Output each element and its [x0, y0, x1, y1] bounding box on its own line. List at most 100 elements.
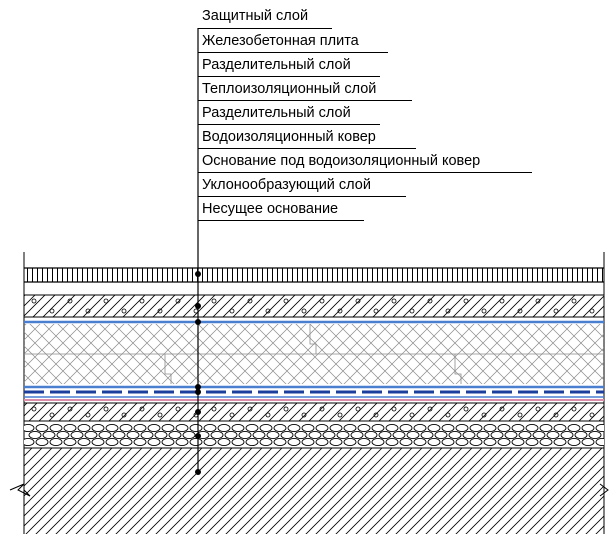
gravel-pebble	[287, 423, 301, 433]
aggregate-dot	[427, 406, 433, 412]
gravel-pebble	[126, 430, 140, 440]
gravel-pebble	[259, 437, 273, 447]
gravel-pebble	[56, 430, 70, 440]
gravel-pebble	[119, 423, 133, 433]
gravel-pebble	[343, 437, 357, 447]
aggregate-dot	[337, 412, 343, 418]
gravel-pebble	[441, 423, 455, 433]
gravel-pebble	[441, 437, 455, 447]
gravel-pebble	[413, 423, 427, 433]
gravel-pebble	[175, 423, 189, 433]
gravel-pebble	[567, 423, 581, 433]
gravel-pebble	[231, 437, 245, 447]
callout-waterproofing-base: Основание под водоизоляционный ковер	[202, 153, 481, 169]
gravel-pebble	[189, 437, 203, 447]
aggregate-dot	[301, 412, 307, 418]
aggregate-dot	[373, 412, 379, 418]
gravel-pebble	[273, 437, 287, 447]
aggregate-dot	[229, 412, 235, 418]
leader-dot	[195, 433, 201, 439]
aggregate-dot	[85, 308, 91, 314]
gravel-pebble	[399, 423, 413, 433]
gravel-pebble	[24, 423, 35, 433]
gravel-pebble	[35, 437, 49, 447]
aggregate-dot	[409, 412, 415, 418]
aggregate-dot	[445, 412, 451, 418]
gravel-pebble	[357, 437, 371, 447]
aggregate-dot	[139, 298, 145, 304]
aggregate-dot	[265, 308, 271, 314]
gravel-pebble	[245, 423, 259, 433]
gravel-pebble	[504, 430, 518, 440]
gravel-pebble	[497, 423, 511, 433]
gravel-pebble	[210, 430, 224, 440]
gravel-pebble	[252, 430, 266, 440]
bearing-base-band	[24, 448, 604, 534]
gravel-pebble	[448, 430, 462, 440]
gravel-pebble	[399, 437, 413, 447]
aggregate-dot	[535, 298, 541, 304]
callout-underline	[198, 52, 388, 53]
aggregate-dot	[427, 298, 433, 304]
gravel-pebble	[574, 430, 588, 440]
callout-underline	[198, 28, 332, 29]
gravel-pebble	[217, 437, 231, 447]
gravel-pebble	[238, 430, 252, 440]
callout-underline	[198, 196, 406, 197]
gravel-pebble	[266, 430, 280, 440]
gravel-pebble	[427, 437, 441, 447]
gravel-pebble	[532, 430, 546, 440]
aggregate-dot	[391, 298, 397, 304]
gravel-pebble	[217, 423, 231, 433]
gravel-pebble	[301, 423, 315, 433]
leader-dot	[195, 384, 201, 390]
callout-protective-layer: Защитный слой	[202, 8, 309, 24]
gravel-pebble	[273, 423, 287, 433]
callout-underline	[198, 148, 416, 149]
gravel-pebble	[77, 437, 91, 447]
gravel-pebble	[189, 423, 203, 433]
gravel-pebble	[581, 437, 595, 447]
aggregate-dot	[301, 308, 307, 314]
gravel-pebble	[343, 423, 357, 433]
aggregate-dot	[139, 406, 145, 412]
aggregate-dot	[517, 412, 523, 418]
gravel-pebble	[140, 430, 154, 440]
gravel-pebble	[98, 430, 112, 440]
callout-underline	[198, 172, 532, 173]
gravel-pebble	[371, 437, 385, 447]
aggregate-dot	[355, 298, 361, 304]
gravel-pebble	[364, 430, 378, 440]
aggregate-dot	[67, 298, 73, 304]
aggregate-dot	[67, 406, 73, 412]
concrete-slab-band	[24, 295, 604, 317]
aggregate-dot	[391, 406, 397, 412]
gravel-pebble	[42, 430, 56, 440]
callout-underline	[198, 220, 364, 221]
aggregate-dot	[589, 308, 595, 314]
aggregate-dot	[589, 412, 595, 418]
gravel-pebble	[553, 423, 567, 433]
aggregate-dot	[445, 308, 451, 314]
gravel-pebble	[133, 423, 147, 433]
aggregate-dot	[175, 406, 181, 412]
screed-band	[24, 403, 604, 421]
gravel-pebble	[567, 437, 581, 447]
gravel-pebble	[511, 423, 525, 433]
aggregate-dot	[265, 412, 271, 418]
gravel-pebble	[329, 437, 343, 447]
aggregate-dot	[49, 412, 55, 418]
gravel-pebble	[147, 437, 161, 447]
aggregate-dot	[103, 298, 109, 304]
gravel-pebble	[525, 437, 539, 447]
gravel-pebble	[224, 430, 238, 440]
gravel-pebble	[455, 423, 469, 433]
gravel-pebble	[203, 437, 217, 447]
aggregate-dot	[157, 308, 163, 314]
gravel-pebble	[469, 423, 483, 433]
gravel-pebble	[406, 430, 420, 440]
leader-dot	[195, 319, 201, 325]
gravel-pebble	[385, 423, 399, 433]
aggregate-dot	[481, 412, 487, 418]
